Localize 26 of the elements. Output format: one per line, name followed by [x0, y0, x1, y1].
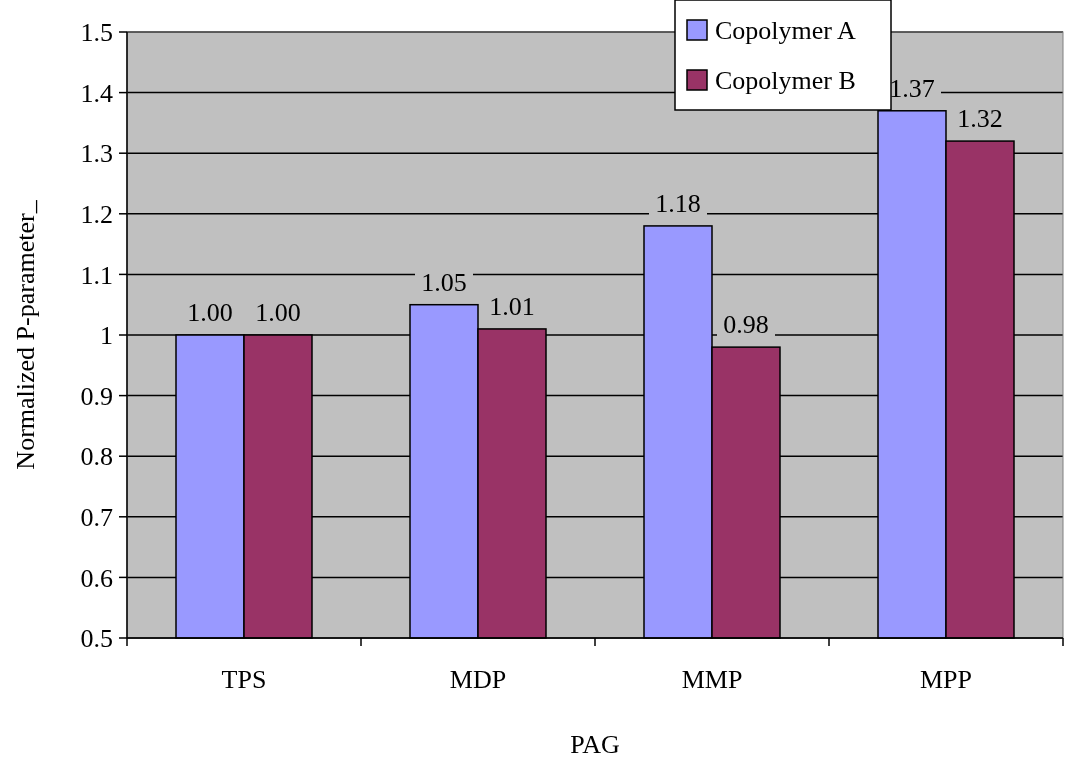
y-tick-label: 1: [100, 321, 113, 351]
y-tick-label: 1.5: [80, 18, 113, 48]
y-tick-label: 0.8: [80, 442, 113, 472]
data-label: 1.32: [957, 104, 1003, 134]
y-tick-label: 0.7: [80, 502, 113, 532]
y-tick-label: 1.3: [80, 139, 113, 169]
y-axis-title: Normalized P-parameter_: [11, 199, 40, 470]
x-tick-label: TPS: [221, 665, 267, 694]
x-tick-label: MDP: [449, 665, 507, 694]
data-label: 1.00: [187, 298, 233, 327]
y-tick-label: 0.5: [80, 624, 113, 654]
data-label: 1.01: [489, 291, 535, 321]
x-tick-label: MMP: [681, 665, 743, 694]
legend-label: Copolymer A: [715, 16, 857, 46]
y-tick-label: 1.4: [80, 78, 113, 108]
data-label: 1.00: [255, 298, 301, 327]
y-tick-label: 1.2: [80, 199, 113, 229]
legend-label: Copolymer B: [715, 66, 856, 96]
x-tick-label: MPP: [919, 665, 973, 694]
y-tick-label: 0.6: [80, 563, 113, 593]
data-label: 1.05: [421, 267, 467, 297]
data-label: 1.18: [655, 188, 701, 218]
y-tick-label: 1.1: [80, 260, 113, 290]
y-tick-label: 0.9: [80, 381, 113, 411]
x-axis-title: PAG: [570, 730, 620, 759]
data-label: 0.98: [723, 310, 769, 340]
